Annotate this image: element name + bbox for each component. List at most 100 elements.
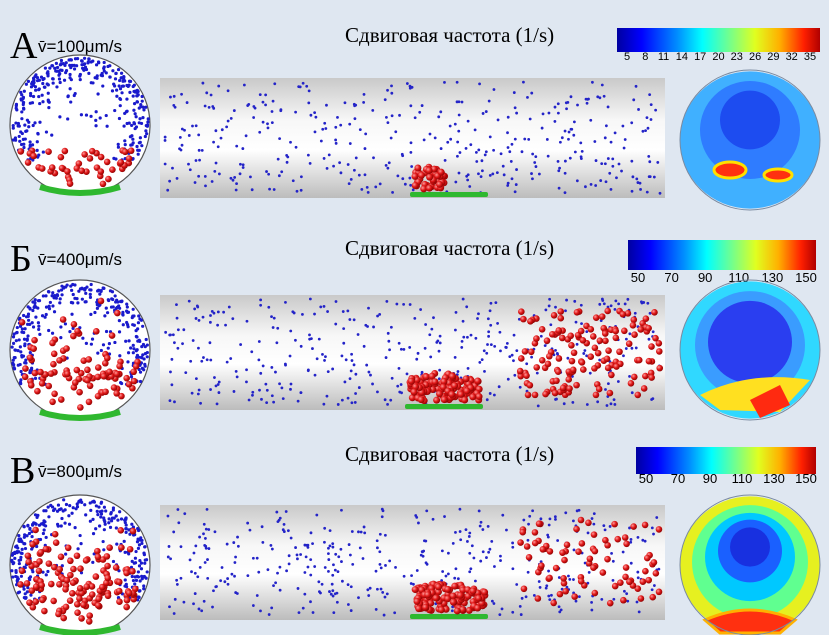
cell-dot xyxy=(508,355,511,358)
cell-dot xyxy=(91,500,94,503)
cell-dot xyxy=(300,345,303,348)
cell-dot xyxy=(183,601,186,604)
cell-dot xyxy=(321,353,324,356)
cell-dot xyxy=(351,563,354,566)
cell-dot xyxy=(357,530,360,533)
platelet xyxy=(475,595,482,602)
cell-dot xyxy=(68,330,71,333)
platelet xyxy=(32,527,39,534)
cell-dot xyxy=(169,333,172,336)
cell-dot xyxy=(429,356,432,359)
cell-dot xyxy=(137,570,140,573)
cell-dot xyxy=(376,588,379,591)
cell-dot xyxy=(132,351,135,354)
cell-dot xyxy=(257,359,260,362)
cell-dot xyxy=(506,131,509,134)
cell-dot xyxy=(546,138,549,141)
cell-dot xyxy=(173,95,176,98)
cell-dot xyxy=(313,565,316,568)
cell-dot xyxy=(214,129,217,132)
platelet xyxy=(126,381,133,388)
cell-dot xyxy=(120,76,123,79)
colorbar-tick-label: 23 xyxy=(731,51,743,63)
cell-dot xyxy=(197,347,200,350)
cell-dot xyxy=(278,382,281,385)
cell-dot xyxy=(168,545,171,548)
cell-dot xyxy=(218,381,221,384)
cell-dot xyxy=(288,562,291,565)
platelet xyxy=(87,382,94,389)
cell-dot xyxy=(380,588,383,591)
platelet xyxy=(83,583,90,590)
platelet xyxy=(463,387,470,394)
platelet xyxy=(631,316,638,323)
cell-dot xyxy=(15,339,18,342)
platelet xyxy=(38,582,45,589)
cell-dot xyxy=(515,349,518,352)
cell-dot xyxy=(53,310,56,313)
platelet xyxy=(46,560,53,567)
cell-dot xyxy=(434,136,437,139)
cell-dot xyxy=(31,309,34,312)
cell-dot xyxy=(257,571,260,574)
cell-dot xyxy=(374,186,377,189)
cell-dot xyxy=(28,527,31,530)
cell-dot xyxy=(230,117,233,120)
cell-dot xyxy=(469,567,472,570)
cell-dot xyxy=(326,167,329,170)
cell-dot xyxy=(415,358,418,361)
cell-dot xyxy=(376,539,379,542)
cell-dot xyxy=(610,402,613,405)
cell-dot xyxy=(653,584,656,587)
cell-dot xyxy=(367,307,370,310)
colorbar-tick-label: 70 xyxy=(664,270,678,285)
cell-dot xyxy=(318,338,321,341)
cell-dot xyxy=(386,167,389,170)
cell-dot xyxy=(465,175,468,178)
cell-dot xyxy=(489,135,492,138)
cell-dot xyxy=(24,592,27,595)
platelet xyxy=(517,368,524,375)
cell-dot xyxy=(23,124,26,127)
platelet xyxy=(597,337,604,344)
cell-dot xyxy=(351,401,354,404)
cell-dot xyxy=(357,333,360,336)
cell-dot xyxy=(189,168,192,171)
cell-dot xyxy=(558,576,561,579)
cell-dot xyxy=(548,524,551,527)
cell-dot xyxy=(511,143,514,146)
cell-dot xyxy=(252,557,255,560)
cell-dot xyxy=(613,398,616,401)
cell-dot xyxy=(625,338,628,341)
platelet xyxy=(36,558,43,565)
cell-dot xyxy=(323,527,326,530)
cell-dot xyxy=(521,150,524,153)
platelet xyxy=(48,581,55,588)
cell-dot xyxy=(138,117,141,120)
cell-dot xyxy=(414,116,417,119)
platelet xyxy=(51,351,58,358)
cell-dot xyxy=(146,351,149,354)
cell-dot xyxy=(37,95,40,98)
colorbar-tick-label: 150 xyxy=(795,270,817,285)
cell-dot xyxy=(644,540,647,543)
cell-dot xyxy=(192,602,195,605)
cell-dot xyxy=(530,92,533,95)
platelet xyxy=(656,526,663,533)
cell-dot xyxy=(258,340,261,343)
cell-dot xyxy=(521,597,524,600)
cell-dot xyxy=(533,161,536,164)
platelet xyxy=(128,147,135,154)
cell-dot xyxy=(479,560,482,563)
platelet xyxy=(585,520,592,527)
cell-dot xyxy=(525,595,528,598)
platelet xyxy=(436,390,443,397)
platelet xyxy=(74,601,81,608)
cell-dot xyxy=(321,128,324,131)
cell-dot xyxy=(19,556,22,559)
cell-dot xyxy=(132,109,135,112)
platelet xyxy=(104,159,111,166)
cell-dot xyxy=(558,605,561,608)
platelet xyxy=(579,359,586,366)
platelet xyxy=(95,554,102,561)
